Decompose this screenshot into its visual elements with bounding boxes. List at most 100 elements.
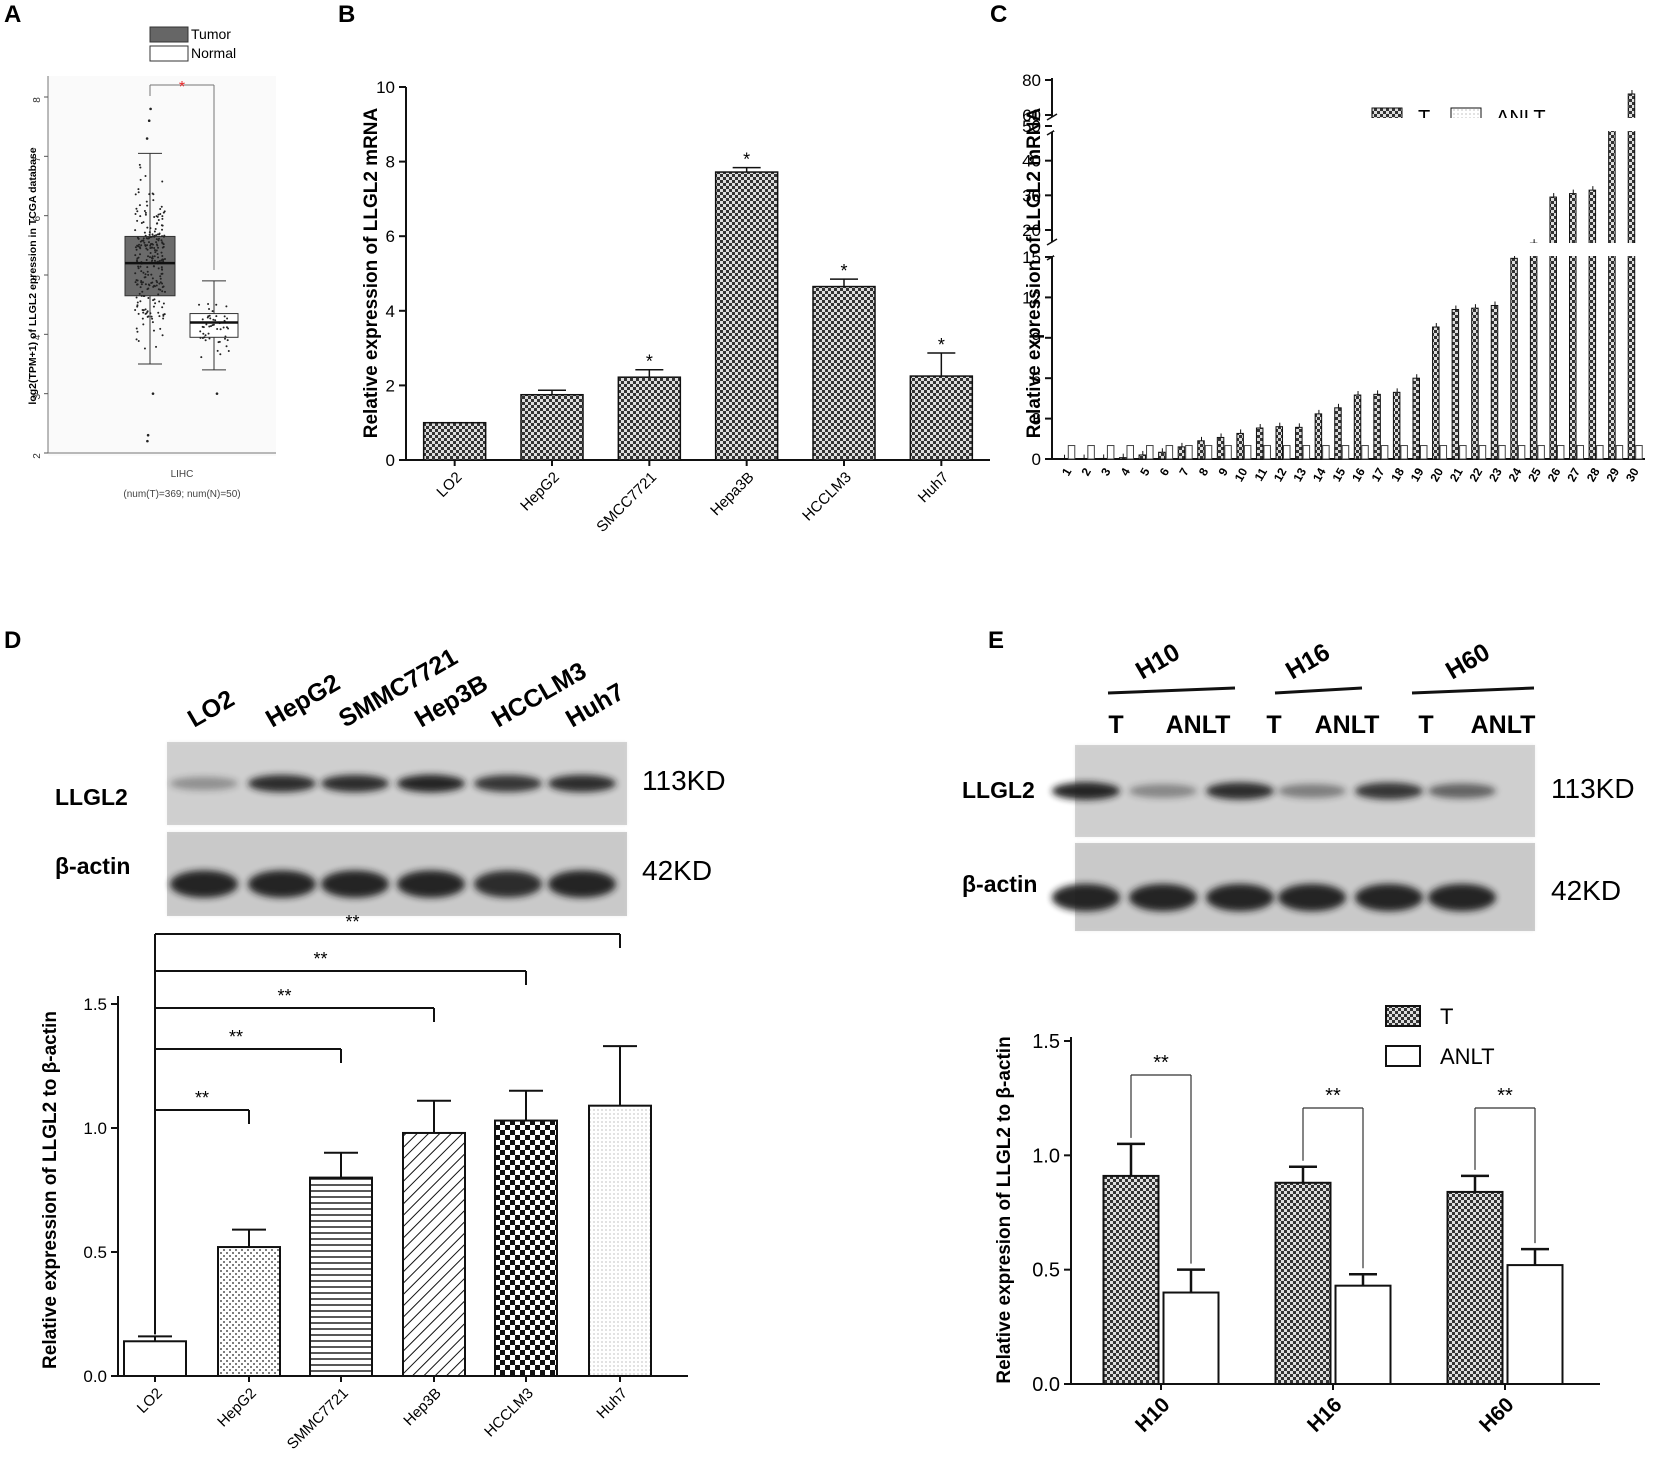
data-point [155, 243, 158, 246]
data-point [147, 255, 150, 258]
data-point [157, 213, 160, 216]
data-point [143, 347, 146, 350]
data-point [138, 246, 141, 249]
data-point [138, 204, 141, 207]
data-point [137, 339, 140, 342]
outlier-point [146, 433, 150, 437]
blot-band [474, 870, 542, 898]
y-tick-label: 3 [32, 393, 43, 399]
bar-t [1158, 451, 1166, 460]
y-tick-label: 15 [1022, 248, 1041, 267]
data-point [146, 266, 149, 269]
blot-lane-label: T [1418, 711, 1433, 739]
blot-lane-label: HepG2 [261, 669, 345, 734]
data-point [150, 273, 153, 276]
x-tick-label: 18 [1388, 465, 1407, 484]
data-point [148, 193, 151, 196]
bar-smcc7721 [617, 376, 682, 461]
data-point [142, 294, 145, 297]
bar-t [1588, 189, 1597, 460]
x-tick-label: 8 [1196, 465, 1212, 478]
y-tick-label: 80 [1022, 71, 1041, 90]
data-point [140, 281, 143, 284]
y-tick-label: 2 [32, 453, 43, 459]
bar-anlt [1615, 445, 1624, 460]
data-point [207, 332, 210, 335]
x-tick-label: 28 [1584, 465, 1603, 484]
x-tick-label: 20 [1427, 465, 1446, 484]
data-point [136, 301, 139, 304]
data-point [155, 249, 158, 252]
blot-kd-label: 113KD [642, 765, 726, 796]
data-point [143, 241, 146, 244]
data-point [209, 317, 212, 320]
blot-lane-label: ANLT [1166, 711, 1231, 739]
legend-label-t: T [1440, 1004, 1453, 1029]
group-bracket-line [1411, 686, 1535, 695]
bar-anlt [1635, 445, 1643, 460]
data-point [148, 231, 151, 234]
bar-anlt [1087, 445, 1095, 460]
bar-anlt [1224, 445, 1232, 460]
bar-t [1627, 93, 1636, 460]
bar-t [1608, 123, 1616, 460]
outlier-point [146, 439, 149, 443]
x-tick-label: 23 [1486, 465, 1505, 484]
data-point [159, 275, 162, 278]
data-point [151, 233, 154, 236]
bar-anlt [1498, 445, 1506, 460]
bar-anlt [1556, 445, 1565, 460]
axis-break-gap [1054, 118, 1647, 131]
data-point [154, 227, 157, 230]
bar-t [1446, 1190, 1504, 1386]
data-point [153, 298, 156, 301]
x-tick-label: 5 [1137, 465, 1153, 478]
data-point [146, 248, 149, 251]
bar-t [1412, 377, 1420, 460]
blot-band [1278, 783, 1346, 799]
bar-anlt [1506, 1264, 1564, 1386]
blot-band [1428, 883, 1496, 912]
y-tick-label: 8 [32, 97, 43, 103]
significance-star: * [743, 150, 750, 170]
blot-band [170, 776, 238, 791]
data-point [158, 282, 161, 285]
x-tick-label: SMCC7721 [593, 469, 660, 536]
bar-t [1549, 196, 1557, 460]
data-point [156, 252, 159, 255]
data-point [226, 339, 229, 342]
panel-label-a: A [4, 1, 21, 28]
data-point [142, 239, 145, 242]
data-point [161, 290, 164, 293]
data-point [159, 281, 162, 284]
legend-label-normal: Normal [191, 45, 236, 61]
x-tick-label: 12 [1271, 465, 1290, 484]
bar-hcclm3 [494, 1119, 558, 1378]
data-point [153, 230, 156, 233]
bar-anlt [1322, 445, 1330, 460]
data-point [198, 303, 201, 306]
data-point [152, 193, 155, 196]
legend-swatch-tumor [149, 26, 189, 43]
bar-t [1102, 1174, 1160, 1385]
data-point [148, 236, 151, 239]
significance-star: ** [195, 1088, 209, 1108]
data-point [135, 207, 138, 210]
data-point [149, 236, 152, 239]
data-point [161, 241, 164, 244]
data-point [151, 255, 154, 258]
y-axis-label: Relative expression of LLGL2 to β-actin [40, 1011, 61, 1369]
data-point [135, 327, 138, 330]
data-point [142, 237, 145, 240]
significance-star: ** [229, 1027, 243, 1047]
data-point [147, 241, 150, 244]
panel-d-barchart: 0.0 0.5 1.0 1.5 Relative expression of LLGL2… [40, 912, 688, 1453]
data-point [138, 292, 141, 295]
data-point [216, 349, 219, 352]
data-point [157, 256, 160, 259]
bar-huh7 [909, 375, 974, 461]
data-point [136, 210, 139, 213]
bar-t [1373, 393, 1381, 460]
outlier-point [145, 137, 149, 140]
